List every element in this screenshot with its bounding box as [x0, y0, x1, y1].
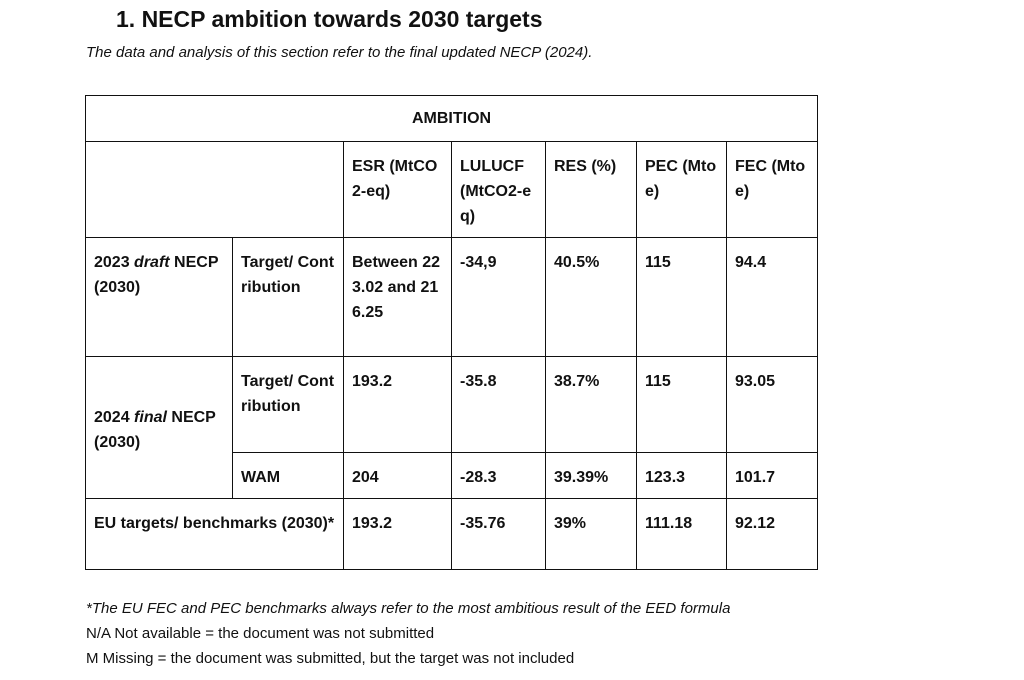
row-label-eu-targets: EU targets/ benchmarks (2030)* — [85, 498, 344, 570]
empty-header-cell — [85, 141, 344, 238]
note-missing: M Missing = the document was submitted, … — [86, 650, 575, 667]
cell-lulucf: -28.3 — [451, 452, 546, 499]
cell-res: 39% — [545, 498, 637, 570]
cell-pec: 111.18 — [636, 498, 727, 570]
column-header-row: ESR (MtCO2-eq) LULUCF (MtCO2-eq) RES (%)… — [85, 141, 819, 238]
cell-lulucf: -35.76 — [451, 498, 546, 570]
cell-fec: 101.7 — [725, 452, 819, 499]
column-header-res: RES (%) — [545, 141, 637, 238]
column-header-fec: FEC (Mtoe) — [725, 141, 819, 238]
row-label-final-2024: 2024 final NECP (2030) — [85, 356, 233, 499]
ambition-table: AMBITION ESR (MtCO2-eq) LULUCF (MtCO2-eq… — [84, 95, 819, 570]
cell-esr: 193.2 — [343, 498, 452, 570]
table-title: AMBITION — [84, 95, 819, 142]
table-row-draft-2023: 2023 draft NECP (2030) Target/ Contribut… — [85, 237, 819, 357]
note-not-available: N/A Not available = the document was not… — [86, 625, 435, 642]
section-heading: 1. NECP ambition towards 2030 targets — [116, 6, 543, 32]
column-header-esr: ESR (MtCO2-eq) — [343, 141, 452, 238]
cell-pec: 115 — [636, 356, 727, 453]
cell-fec: 94.4 — [725, 237, 819, 357]
cell-fec: 93.05 — [725, 356, 819, 453]
column-header-pec: PEC (Mtoe) — [636, 141, 727, 238]
cell-res: 40.5% — [545, 237, 637, 357]
cell-esr: Between 223.02 and 216.25 — [343, 237, 452, 357]
footnote-benchmarks: *The EU FEC and PEC benchmarks always re… — [86, 600, 731, 617]
cell-fec: 92.12 — [725, 498, 819, 570]
cell-esr: 193.2 — [343, 356, 452, 453]
cell-pec: 123.3 — [636, 452, 727, 499]
cell-pec: 115 — [636, 237, 727, 357]
table-row-final-2024-target: 2024 final NECP (2030) Target/ Contribut… — [85, 356, 819, 499]
cell-res: 39.39% — [545, 452, 637, 499]
cell-esr: 204 — [343, 452, 452, 499]
row-sublabel-wam: WAM — [232, 452, 344, 499]
section-subtitle: The data and analysis of this section re… — [86, 44, 593, 61]
table-row-final-2024-wam: WAM 204 -28.3 39.39% 123.3 101.7 — [86, 452, 819, 499]
cell-lulucf: -35.8 — [451, 356, 546, 453]
cell-res: 38.7% — [545, 356, 637, 453]
row-sublabel-target: Target/ Contribution — [232, 356, 344, 453]
cell-lulucf: -34,9 — [451, 237, 546, 357]
table-row-eu-targets: EU targets/ benchmarks (2030)* 193.2 -35… — [85, 498, 819, 570]
row-sublabel-target: Target/ Contribution — [232, 237, 344, 357]
row-label-draft-2023: 2023 draft NECP (2030) — [85, 237, 233, 357]
table-notes: *The EU FEC and PEC benchmarks always re… — [86, 596, 730, 671]
table-title-row: AMBITION — [84, 95, 819, 142]
column-header-lulucf: LULUCF (MtCO2-eq) — [451, 141, 546, 238]
